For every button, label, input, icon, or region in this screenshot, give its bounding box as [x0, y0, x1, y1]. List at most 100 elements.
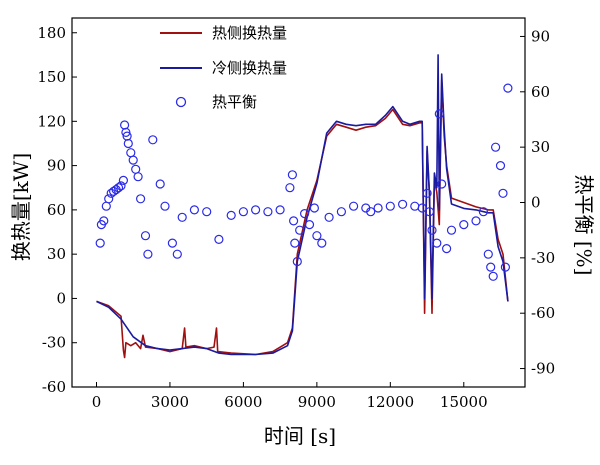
- x-tick-label: 6000: [224, 393, 262, 411]
- balance-point: [177, 212, 187, 222]
- balance-point: [167, 238, 177, 248]
- balance-point: [336, 207, 346, 217]
- balance-point: [128, 155, 138, 165]
- balance-point: [104, 194, 114, 204]
- balance-point: [498, 188, 508, 198]
- balance-point: [317, 238, 327, 248]
- balance-point: [140, 231, 151, 241]
- x-tick-label: 9000: [298, 393, 336, 411]
- balance-point: [238, 207, 248, 217]
- balance-point: [437, 179, 447, 189]
- y-axis-title: 换热量[kW]: [9, 153, 33, 261]
- balance-point: [143, 249, 153, 259]
- y2-tick-label: -30: [531, 249, 555, 267]
- series-line-cold: [96, 54, 509, 356]
- axis-ticks: 0 3000 6000 9000 12000 15000 -60 -30 0 30 60 90 120 1…: [37, 24, 555, 411]
- y-tick-label: -60: [42, 378, 66, 396]
- balance-point: [295, 225, 305, 235]
- y-tick-label: 150: [37, 68, 66, 86]
- balance-point: [131, 164, 141, 174]
- balance-point: [251, 205, 261, 215]
- balance-point: [287, 170, 297, 180]
- legend-swatch-balance: [175, 96, 187, 108]
- balance-point: [275, 205, 285, 215]
- balance-point: [289, 216, 299, 226]
- balance-point: [304, 220, 315, 230]
- balance-point: [486, 262, 496, 272]
- balance-point: [459, 220, 469, 230]
- balance-point: [417, 203, 427, 213]
- x-tick-label: 3000: [151, 393, 189, 411]
- balance-point: [136, 194, 146, 204]
- y-tick-label: -30: [42, 334, 66, 352]
- balance-point: [202, 207, 212, 217]
- balance-point: [373, 203, 383, 213]
- balance-point: [500, 262, 510, 272]
- balance-point: [398, 199, 408, 209]
- balance-point: [148, 135, 158, 145]
- balance-point: [172, 249, 182, 259]
- balance-point: [123, 138, 133, 149]
- balance-point: [503, 83, 513, 93]
- balance-point: [285, 183, 295, 193]
- y2-tick-label: -60: [531, 304, 555, 322]
- balance-point: [189, 205, 199, 215]
- plot-marks: [95, 54, 513, 359]
- y2-tick-label: 60: [531, 83, 550, 101]
- balance-point: [309, 203, 319, 213]
- x-tick-label: 12000: [366, 393, 414, 411]
- balance-point: [101, 201, 111, 211]
- balance-point: [99, 216, 109, 226]
- balance-point: [491, 142, 501, 152]
- y-tick-label: 180: [37, 24, 66, 42]
- balance-point: [471, 216, 481, 226]
- balance-point: [116, 181, 126, 191]
- balance-point: [410, 201, 420, 211]
- balance-point: [292, 256, 302, 267]
- y-tick-label: 90: [47, 157, 66, 175]
- balance-point: [121, 127, 131, 137]
- balance-point: [324, 212, 334, 222]
- balance-point: [432, 238, 442, 248]
- y-tick-label: 30: [47, 245, 66, 263]
- balance-point: [478, 207, 488, 217]
- balance-point: [349, 201, 359, 211]
- balance-point: [226, 210, 236, 220]
- y-tick-label: 60: [47, 201, 66, 219]
- y-tick-label: 0: [56, 289, 66, 307]
- legend: 热侧换热量 冷侧换热量 热平衡: [160, 24, 287, 111]
- balance-point: [483, 249, 493, 259]
- legend-label-hot: 热侧换热量: [212, 24, 287, 42]
- balance-point: [214, 234, 224, 244]
- balance-point: [422, 188, 432, 198]
- series-line-hot: [96, 79, 509, 359]
- x-axis-title: 时间 [s]: [264, 424, 336, 448]
- balance-point: [300, 209, 310, 219]
- legend-label-balance: 热平衡: [212, 93, 257, 111]
- x-tick-label: 0: [92, 393, 102, 411]
- balance-point: [312, 231, 322, 241]
- legend-label-cold: 冷侧换热量: [212, 59, 287, 77]
- balance-point: [427, 225, 437, 235]
- balance-point: [113, 183, 124, 193]
- y2-tick-label: 90: [531, 27, 550, 45]
- balance-point: [155, 179, 165, 189]
- balance-point: [263, 207, 273, 217]
- balance-point: [446, 225, 457, 235]
- balance-point: [434, 109, 444, 119]
- balance-point: [442, 244, 452, 254]
- y2-tick-label: 30: [531, 138, 550, 156]
- y2-tick-label: -90: [531, 360, 555, 378]
- balance-point: [118, 175, 129, 185]
- balance-point: [290, 238, 300, 248]
- x-tick-label: 15000: [440, 393, 488, 411]
- balance-point: [385, 201, 395, 211]
- y-tick-label: 120: [37, 112, 66, 130]
- balance-point: [119, 120, 130, 130]
- balance-point: [424, 207, 435, 217]
- balance-point: [95, 238, 105, 248]
- y2-tick-label: 0: [531, 194, 541, 212]
- balance-point: [495, 161, 506, 171]
- balance-point: [488, 271, 498, 281]
